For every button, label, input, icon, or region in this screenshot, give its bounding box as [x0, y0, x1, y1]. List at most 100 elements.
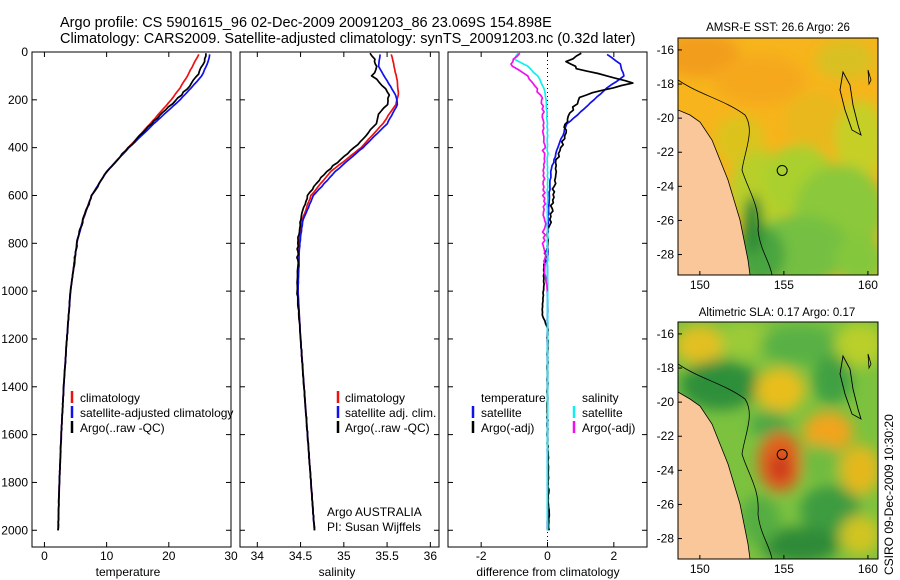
- map-y-tick-label: -26: [657, 497, 675, 511]
- map-y-tick-label: -24: [657, 179, 675, 193]
- y-tick-label: 600: [8, 188, 28, 202]
- y-tick-label: 1400: [1, 380, 28, 394]
- map-y-tick-label: -28: [657, 248, 675, 262]
- legend-background-salinity: [570, 390, 642, 432]
- y-tick-label: 400: [8, 141, 28, 155]
- map-y-tick-label: -22: [657, 145, 675, 159]
- sst-map: [678, 38, 878, 275]
- difference-series: [510, 52, 634, 531]
- y-tick-label: 800: [8, 236, 28, 250]
- x-tick-label: 34: [251, 549, 265, 563]
- map-y-tick-label: -18: [657, 361, 675, 375]
- x-tick-label: 35.5: [375, 549, 399, 563]
- series-line-salinity-satellite: [513, 52, 549, 531]
- y-tick-label: 0: [21, 45, 28, 59]
- sst-land: [678, 109, 751, 275]
- sst-reef-outline: [839, 70, 862, 136]
- y-tick-label: 200: [8, 93, 28, 107]
- map-x-tick-label: 150: [690, 278, 710, 292]
- map-y-tick-label: -18: [657, 77, 675, 91]
- x-tick-label: 36: [424, 549, 438, 563]
- series-line-argo-raw-qc: [296, 52, 391, 531]
- header-line-1: Argo profile: CS 5901615_96 02-Dec-2009 …: [60, 15, 552, 31]
- sla-map-axes: 150 155 160 -16 -18 -20 -22 -24 -26 -28: [657, 327, 879, 576]
- sla-argo-position-marker: [776, 448, 788, 460]
- x-tick-label: 0: [544, 549, 551, 563]
- difference-legend: temperature satellite Argo(-adj) salinit…: [470, 390, 642, 435]
- y-tick-label: 1800: [1, 475, 28, 489]
- map-x-tick-label: 160: [858, 278, 878, 292]
- salinity-xlabel: salinity: [319, 565, 356, 579]
- sla-map: [678, 322, 878, 559]
- x-tick-label: 10: [100, 549, 114, 563]
- legend-label-argo: Argo(..raw -QC): [80, 421, 165, 435]
- legend-label-satellite-adj: satellite adj. clim.: [345, 406, 436, 420]
- map-x-tick-label: 155: [774, 562, 794, 576]
- salinity-panel: [239, 51, 440, 548]
- map-y-tick-label: -20: [657, 395, 675, 409]
- temperature-xlabel: temperature: [96, 565, 161, 579]
- temperature-axes: 0 10 20 30 0 200 400 600 800 1000 1200 1400 1600 1800…: [1, 45, 238, 563]
- map-x-tick-label: 155: [774, 278, 794, 292]
- salinity-axes: 34 34.5 35 35.5 36: [240, 51, 439, 563]
- sst-map-frame: [677, 37, 879, 276]
- sla-reef-outline: [839, 354, 862, 420]
- legend-title-salinity: salinity: [582, 391, 619, 405]
- sla-islet: [867, 353, 872, 370]
- sla-isobath: [678, 363, 773, 559]
- x-tick-label: 0: [41, 549, 48, 563]
- y-tick-label: 2000: [1, 523, 28, 537]
- legend-label-climatology: climatology: [80, 391, 140, 405]
- x-tick-label: 35: [337, 549, 351, 563]
- x-tick-label: 20: [162, 549, 176, 563]
- legend-label-sal-argo: Argo(-adj): [582, 421, 635, 435]
- map-y-tick-label: -16: [657, 43, 675, 57]
- timestamp-side-label: CSIRO 09-Dec-2009 10:30:20: [882, 414, 896, 575]
- legend-background-temperature: [470, 390, 542, 432]
- y-tick-label: 1600: [1, 428, 28, 442]
- map-x-tick-label: 160: [858, 562, 878, 576]
- map-y-tick-label: -28: [657, 532, 675, 546]
- legend-label-sal-satellite: satellite: [582, 406, 623, 420]
- sst-islet: [867, 69, 872, 86]
- y-tick-label: 1200: [1, 332, 28, 346]
- map-y-tick-label: -16: [657, 327, 675, 341]
- salinity-series: [296, 52, 400, 531]
- sst-map-axes: 150 155 160 -16 -18 -20 -22 -24 -26 -28: [657, 43, 879, 292]
- x-tick-label: 30: [224, 549, 238, 563]
- temperature-legend: climatology satellite-adjusted climatolo…: [70, 391, 233, 435]
- temperature-panel: [31, 51, 232, 548]
- sla-map-title: Altimetric SLA: 0.17 Argo: 0.17: [699, 307, 856, 319]
- map-y-tick-label: -22: [657, 429, 675, 443]
- map-y-tick-label: -20: [657, 111, 675, 125]
- map-x-tick-label: 150: [690, 562, 710, 576]
- legend-label-satellite-adjusted: satellite-adjusted climatology: [80, 406, 233, 420]
- legend-label-temp-argo: Argo(-adj): [481, 421, 534, 435]
- series-line-argo-raw-qc: [57, 53, 207, 531]
- sst-isobath: [678, 79, 773, 275]
- map-y-tick-label: -24: [657, 463, 675, 477]
- temperature-series: [57, 53, 211, 531]
- legend-label-argo: Argo(..raw -QC): [345, 421, 430, 435]
- x-tick-label: 34.5: [289, 549, 313, 563]
- credit-line-1: Argo AUSTRALIA: [327, 505, 422, 519]
- sla-land: [678, 391, 751, 559]
- difference-xlabel: difference from climatology: [476, 565, 619, 579]
- x-tick-label: 2: [610, 549, 617, 563]
- sst-argo-position-marker: [776, 164, 788, 176]
- x-tick-label: -2: [476, 549, 487, 563]
- map-y-tick-label: -26: [657, 213, 675, 227]
- y-tick-label: 1000: [1, 284, 28, 298]
- credit-line-2: PI: Susan Wijffels: [327, 520, 421, 534]
- header-line-2: Climatology: CARS2009. Satellite-adjuste…: [60, 31, 635, 47]
- salinity-legend: climatology satellite adj. clim. Argo(..…: [336, 391, 436, 435]
- difference-axes: -2 0 2: [448, 51, 647, 563]
- sla-field-blobs: [678, 322, 878, 559]
- sla-map-frame: [677, 321, 879, 560]
- series-line-salinity-argo-adj: [510, 52, 549, 292]
- legend-label-temp-satellite: satellite: [481, 406, 522, 420]
- legend-title-temperature: temperature: [481, 391, 546, 405]
- sst-field-blobs: [678, 38, 878, 275]
- sst-map-title: AMSR-E SST: 26.6 Argo: 26: [706, 22, 850, 34]
